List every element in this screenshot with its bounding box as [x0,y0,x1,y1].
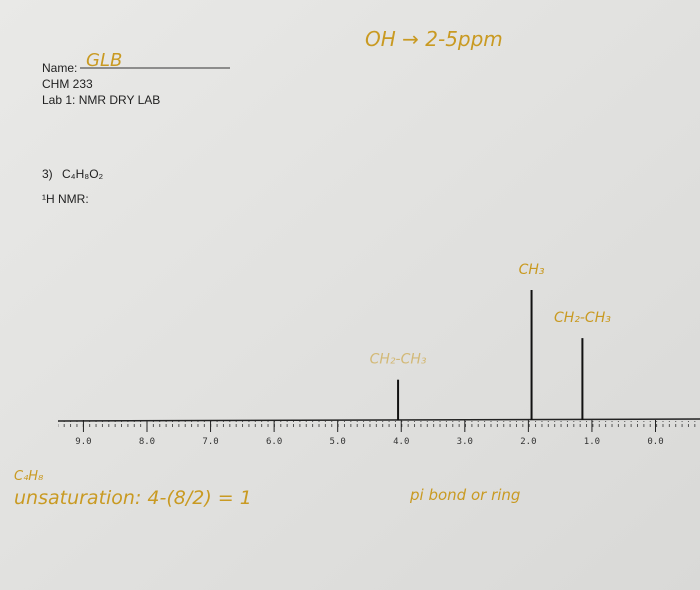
student-name: GLB [86,50,122,71]
course: CHM 233 [42,77,93,91]
spectrum: 9.0 8.0 7.0 6.0 5.0 4.0 3.0 2.0 1.0 0.0 CH₂-CH₃ CH₃… [75,262,663,447]
nmr-label: ¹H NMR: [42,192,89,206]
x-tick-label: 0.0 [647,437,663,447]
minor-ticks [58,421,700,427]
name-label: Name: [42,61,77,75]
oh-note: OH → 2-5ppm [365,27,503,51]
x-tick-label: 9.0 [75,437,91,447]
x-tick-label: 7.0 [202,437,218,447]
x-tick-label: 4.0 [393,437,409,447]
x-tick-label: 3.0 [457,437,473,447]
peak-label: CH₃ [519,262,545,278]
unsaturation-note: unsaturation: 4-(8/2) = 1 [14,487,252,509]
x-tick-label: 6.0 [266,437,282,447]
x-tick-label: 5.0 [330,437,346,447]
conclusion-note: pi bond or ring [409,486,520,504]
x-tick-label: 1.0 [584,437,600,447]
question-formula: C₄H₈O₂ [62,167,104,181]
question-number: 3) [42,167,53,181]
baseline [57,418,700,422]
x-tick-label: 2.0 [520,437,536,447]
peak-label: CH₂-CH₃ [554,310,611,326]
peak-label: CH₂-CH₃ [370,352,427,368]
formula-note: C₄H₈ [14,469,43,484]
lab-title: Lab 1: NMR DRY LAB [42,93,160,107]
x-tick-label: 8.0 [139,437,155,447]
